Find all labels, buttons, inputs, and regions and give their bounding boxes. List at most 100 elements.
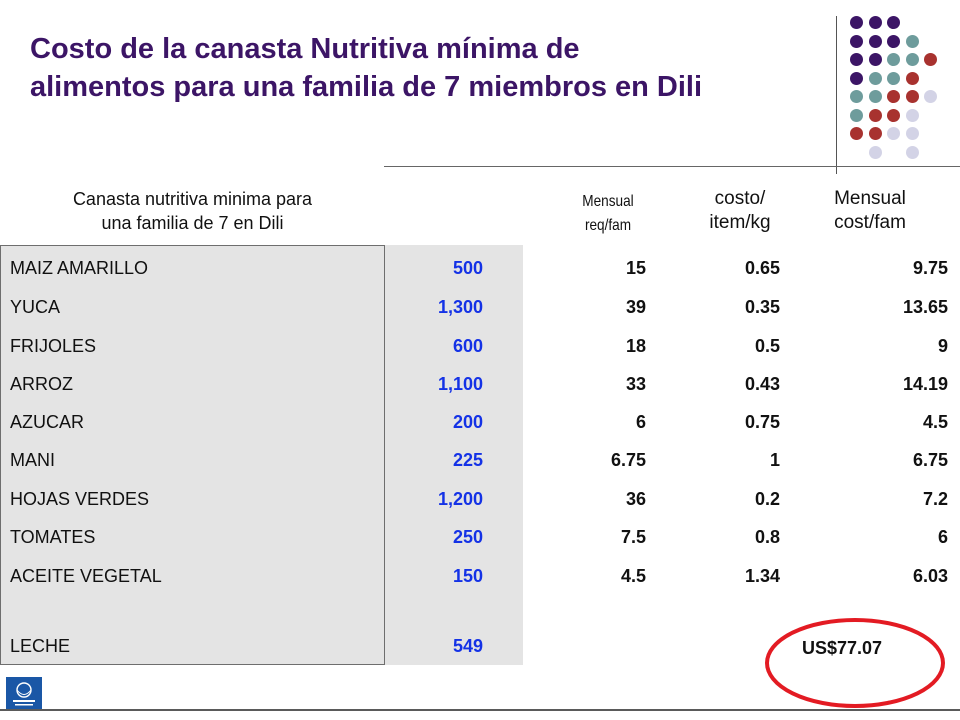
required-grams: 549 xyxy=(452,636,483,656)
page-title: Costo de la canasta Nutritiva mínima de … xyxy=(30,30,830,106)
header-monthly-req-line-1: Mensual xyxy=(582,193,634,210)
decorative-dot xyxy=(924,90,937,103)
monthly-cost: 6 xyxy=(937,527,948,547)
table-row: MANI 225 6.75 1 6.75 xyxy=(0,441,960,479)
highlight-ellipse-stroke xyxy=(765,618,945,708)
decorative-dot xyxy=(905,90,919,103)
table-row: TOMATES 250 7.5 0.8 6 xyxy=(0,518,960,556)
header-monthly-cost: Mensual cost/fam xyxy=(800,187,940,235)
decorative-dot xyxy=(868,145,882,159)
cost-per-kg: 0.35 xyxy=(744,297,780,317)
table-row: YUCA 1,300 39 0.35 13.65 xyxy=(0,288,960,326)
cost-per-kg: 0.75 xyxy=(744,412,780,432)
title-line-2: alimentos para una familia de 7 miembros… xyxy=(30,71,703,103)
decorative-dot xyxy=(887,108,900,122)
decorative-dot xyxy=(850,53,863,66)
monthly-requirement: 39 xyxy=(625,297,646,317)
monthly-cost: 9.75 xyxy=(912,258,948,278)
decorative-dot xyxy=(887,53,900,66)
header-basket-line-1: Canasta nutritiva minima para xyxy=(72,189,313,209)
wfp-emblem-icon xyxy=(13,682,35,706)
monthly-requirement: 15 xyxy=(625,258,646,278)
decorative-dot xyxy=(850,127,863,140)
item-name: MAIZ AMARILLO xyxy=(10,258,149,278)
decorative-dot xyxy=(868,71,882,85)
table-row: FRIJOLES 600 18 0.5 9 xyxy=(0,327,960,365)
cost-per-kg: 0.43 xyxy=(744,374,780,394)
required-grams: 1,200 xyxy=(437,489,483,509)
highlight-ellipse xyxy=(765,618,945,708)
decorative-dot xyxy=(850,16,863,29)
required-grams: 1,300 xyxy=(437,297,483,317)
item-name: HOJAS VERDES xyxy=(10,489,150,509)
monthly-requirement: 18 xyxy=(625,336,646,356)
divider-vertical xyxy=(836,16,837,174)
header-monthly-req: Mensual req/fam xyxy=(564,190,652,238)
header-cost-per-kg: costo/ item/kg xyxy=(690,187,790,235)
header-monthly-req-line-2: req/fam xyxy=(584,217,632,234)
title-line-1: Costo de la canasta Nutritiva mínima de xyxy=(30,33,580,65)
monthly-cost: 4.5 xyxy=(922,412,948,432)
cost-per-kg: 0.5 xyxy=(754,336,780,356)
decorative-dot xyxy=(905,108,919,122)
item-name: TOMATES xyxy=(10,527,96,547)
monthly-requirement: 33 xyxy=(625,374,646,394)
total-cost: US$77.07 xyxy=(802,638,883,658)
decorative-dot xyxy=(868,108,882,122)
item-name: AZUCAR xyxy=(10,412,85,432)
monthly-requirement: 36 xyxy=(625,489,646,509)
table-row: LECHE 549 xyxy=(0,627,960,665)
header-monthly-cost-line-1: Mensual xyxy=(834,188,906,209)
cost-per-kg: 0.8 xyxy=(754,527,780,547)
item-name: LECHE xyxy=(10,636,71,656)
decorative-dot xyxy=(905,71,919,85)
monthly-cost: 6.75 xyxy=(912,450,948,470)
decorative-dot xyxy=(850,108,863,122)
item-name: MANI xyxy=(10,450,55,470)
header-basket-line-2: una familia de 7 en Dili xyxy=(101,213,284,233)
item-name: YUCA xyxy=(10,297,61,317)
decorative-dot xyxy=(887,71,900,85)
required-grams: 500 xyxy=(452,258,483,278)
cost-per-kg: 1 xyxy=(769,450,780,470)
decorative-dot xyxy=(905,34,919,48)
decorative-dot xyxy=(850,90,863,103)
monthly-cost: 14.19 xyxy=(902,374,948,394)
header-monthly-cost-line-2: cost/fam xyxy=(834,212,906,233)
table-row: HOJAS VERDES 1,200 36 0.2 7.2 xyxy=(0,480,960,518)
decorative-dot-pattern xyxy=(846,12,956,162)
wfp-logo xyxy=(6,677,42,711)
required-grams: 250 xyxy=(452,527,483,547)
required-grams: 1,100 xyxy=(437,374,483,394)
required-grams: 225 xyxy=(452,450,483,470)
item-name: ARROZ xyxy=(10,374,73,394)
decorative-dot xyxy=(887,34,900,48)
decorative-dot xyxy=(887,90,900,103)
header-cost-per-kg-line-1: costo/ xyxy=(714,188,766,209)
table-row: ACEITE VEGETAL 150 4.5 1.34 6.03 xyxy=(0,557,960,595)
decorative-dot xyxy=(868,127,882,140)
decorative-dot xyxy=(887,16,900,29)
decorative-dot xyxy=(868,53,882,66)
decorative-dot xyxy=(868,34,882,48)
monthly-requirement: 6.75 xyxy=(610,450,646,470)
decorative-dot xyxy=(905,127,919,140)
required-grams: 600 xyxy=(452,336,483,356)
header-cost-per-kg-line-2: item/kg xyxy=(709,212,771,233)
decorative-dot xyxy=(924,53,937,66)
monthly-cost: 13.65 xyxy=(902,297,948,317)
cost-per-kg: 1.34 xyxy=(744,566,780,586)
required-grams: 150 xyxy=(452,566,483,586)
cost-per-kg: 0.2 xyxy=(754,489,780,509)
monthly-requirement: 7.5 xyxy=(620,527,646,547)
required-grams: 200 xyxy=(452,412,483,432)
monthly-requirement: 4.5 xyxy=(620,566,646,586)
monthly-cost: 7.2 xyxy=(922,489,948,509)
table-row: AZUCAR 200 6 0.75 4.5 xyxy=(0,403,960,441)
item-name-panel xyxy=(0,245,385,665)
table-row: MAIZ AMARILLO 500 15 0.65 9.75 xyxy=(0,249,960,287)
monthly-cost: 9 xyxy=(937,336,948,356)
item-name: ACEITE VEGETAL xyxy=(10,566,162,586)
decorative-dot xyxy=(868,90,882,103)
header-basket: Canasta nutritiva minima para una famili… xyxy=(0,187,385,235)
